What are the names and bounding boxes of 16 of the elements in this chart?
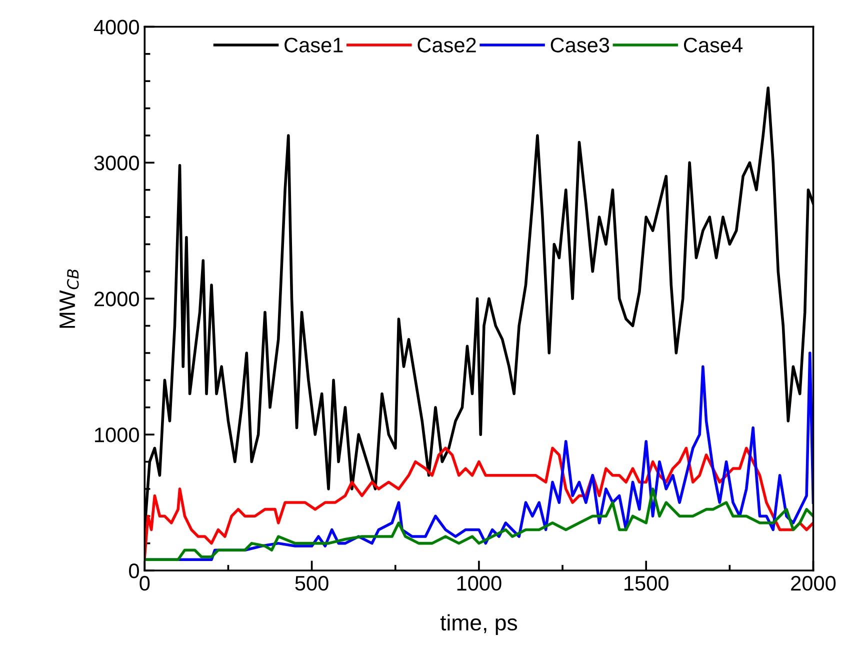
x-tick-label: 500 <box>295 576 328 591</box>
legend-label: Case2 <box>418 38 476 52</box>
y-axis-title: MW$_{CB}$ <box>60 269 79 328</box>
x-axis-title: time, ps <box>440 614 518 635</box>
x-tick-label: 1500 <box>624 576 668 591</box>
y-tick-label: 2000 <box>94 292 139 306</box>
y-tick-label: 1000 <box>95 428 139 442</box>
y-tick-label: 0 <box>129 564 139 578</box>
x-tick-label: 0 <box>140 576 150 591</box>
legend-label: Case3 <box>550 38 610 52</box>
x-tick-label: 2000 <box>791 576 836 591</box>
x-tick-label: 1000 <box>457 576 502 591</box>
y-tick-label: 4000 <box>94 20 139 34</box>
y-tick-label: 3000 <box>94 156 139 170</box>
legend-label: Case4 <box>684 38 743 52</box>
legend-label: Case1 <box>284 38 343 52</box>
